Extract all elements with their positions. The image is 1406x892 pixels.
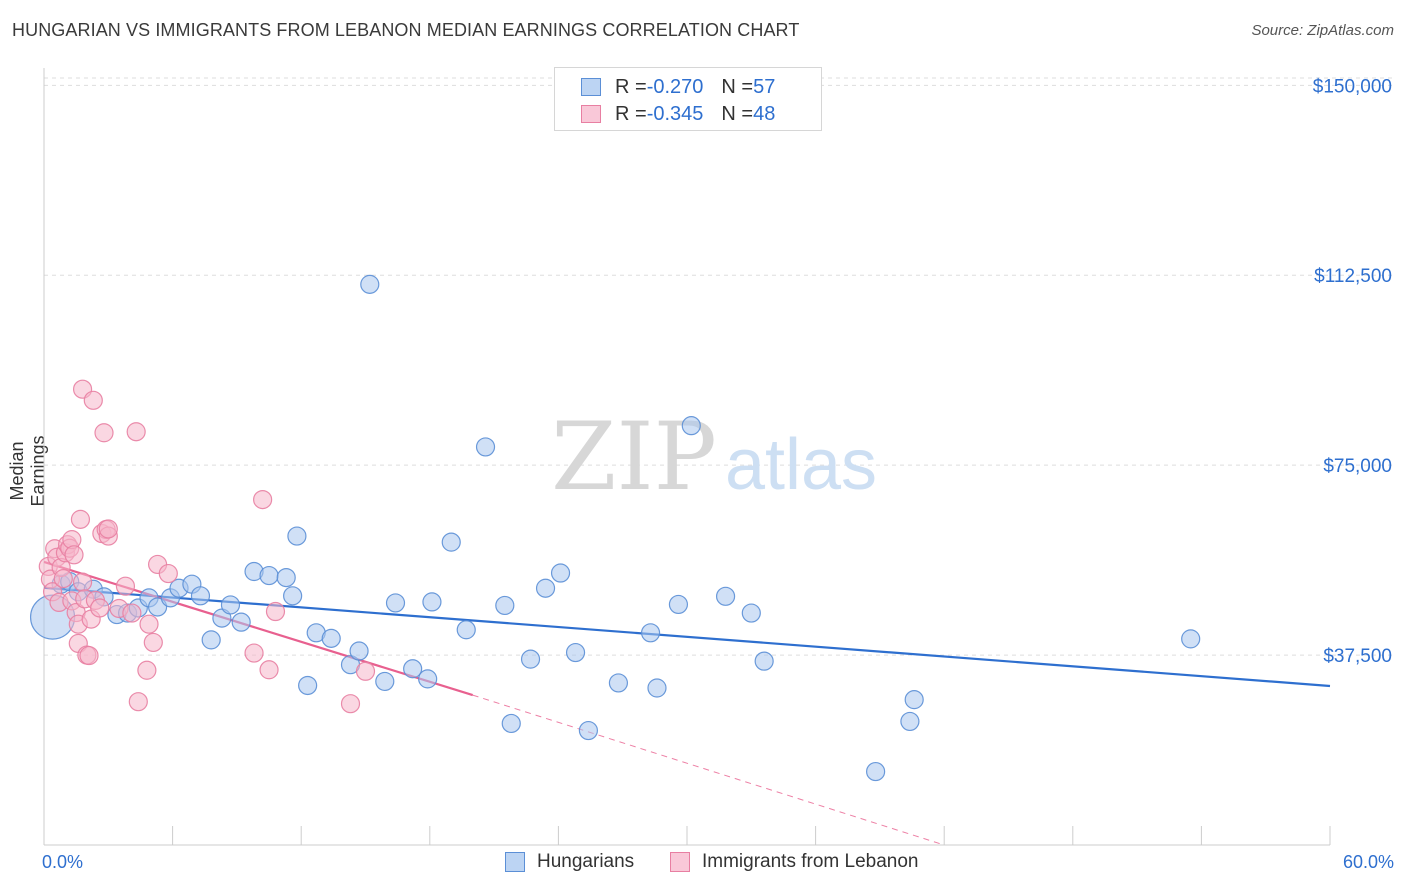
- data-point-lebanon: [253, 490, 273, 510]
- legend-n-label: N =: [721, 75, 754, 98]
- data-point-hungarians: [640, 623, 661, 643]
- legend-item-hungarians: Hungarians: [505, 851, 634, 873]
- data-point-hungarians: [403, 659, 423, 679]
- data-point-hungarians: [441, 532, 461, 552]
- data-point-hungarians: [276, 567, 296, 588]
- legend-n-value: 57: [753, 75, 776, 98]
- data-point-hungarians: [495, 595, 515, 616]
- legend-r-value: -0.270: [646, 75, 704, 98]
- data-point-lebanon: [53, 569, 73, 589]
- data-point-hungarians: [520, 649, 541, 669]
- data-point-lebanon: [94, 423, 114, 443]
- legend-r-label: R =: [615, 75, 647, 98]
- data-point-hungarians: [578, 720, 599, 741]
- y-tick-label: $112,500: [1314, 266, 1392, 287]
- data-point-lebanon: [83, 390, 103, 410]
- data-point-lebanon: [79, 645, 99, 666]
- data-point-hungarians: [1181, 629, 1201, 649]
- data-point-lebanon: [259, 660, 279, 680]
- data-point-lebanon: [126, 422, 146, 442]
- legend-swatch-pink: [581, 105, 601, 123]
- stats-legend: R = -0.270 N = 57 R = -0.345 N = 48: [554, 67, 822, 131]
- legend-swatch-blue: [581, 78, 601, 96]
- data-point-hungarians: [668, 594, 689, 615]
- data-point-lebanon: [64, 545, 84, 565]
- data-point-hungarians: [647, 678, 667, 698]
- legend-r-value: -0.345: [646, 102, 704, 125]
- data-point-hungarians: [608, 673, 629, 693]
- data-point-hungarians: [475, 437, 496, 457]
- data-point-lebanon: [139, 614, 159, 634]
- series-legend: Hungarians Immigrants from Lebanon: [0, 851, 1406, 879]
- data-point-hungarians: [550, 563, 571, 583]
- chart-title: HUNGARIAN VS IMMIGRANTS FROM LEBANON MED…: [12, 20, 800, 40]
- data-point-hungarians: [741, 603, 761, 623]
- data-point-lebanon: [143, 632, 163, 653]
- watermark: ZIP atlas: [551, 403, 877, 512]
- data-point-hungarians: [565, 642, 586, 663]
- data-point-hungarians: [321, 628, 341, 648]
- data-point-lebanon: [98, 519, 118, 539]
- legend-label-lebanon: Immigrants from Lebanon: [702, 851, 919, 872]
- legend-row-lebanon: R = -0.345 N = 48: [555, 100, 775, 128]
- source-label: Source: ZipAtlas.com: [1251, 22, 1394, 39]
- data-point-hungarians: [754, 651, 774, 671]
- watermark-atlas: atlas: [725, 425, 877, 505]
- data-point-hungarians: [715, 586, 736, 606]
- data-point-hungarians: [535, 578, 556, 598]
- x-tick-max: 60.0%: [1342, 852, 1394, 872]
- data-point-hungarians: [904, 690, 924, 710]
- data-point-hungarians: [349, 641, 369, 661]
- data-point-hungarians: [456, 620, 476, 640]
- legend-row-hungarians: R = -0.270 N = 57: [555, 73, 775, 101]
- data-point-lebanon: [355, 661, 376, 681]
- legend-item-lebanon: Immigrants from Lebanon: [670, 851, 919, 873]
- y-tick-label: $37,500: [1323, 646, 1392, 667]
- data-point-hungarians: [681, 416, 701, 436]
- data-point-hungarians: [259, 565, 279, 586]
- legend-swatch-lebanon: [670, 852, 690, 872]
- data-point-hungarians: [375, 671, 395, 692]
- data-point-hungarians: [360, 274, 380, 294]
- legend-n-value: 48: [753, 102, 776, 125]
- trendline-hungarians: [43, 586, 1331, 688]
- y-tick-label: $150,000: [1313, 76, 1392, 97]
- legend-r-label: R =: [615, 102, 647, 125]
- data-point-lebanon: [90, 598, 110, 618]
- data-point-hungarians: [298, 675, 318, 696]
- data-point-lebanon: [122, 603, 142, 623]
- data-point-hungarians: [501, 713, 521, 734]
- data-point-lebanon: [340, 694, 361, 714]
- data-point-lebanon: [137, 660, 157, 680]
- data-point-lebanon: [70, 509, 91, 529]
- trendline-lebanon: [43, 560, 473, 697]
- data-point-hungarians: [866, 761, 886, 782]
- legend-swatch-hungarians: [505, 852, 525, 872]
- data-point-hungarians: [201, 630, 221, 650]
- x-tick-min: 0.0%: [42, 852, 84, 872]
- legend-label-hungarians: Hungarians: [537, 851, 635, 872]
- data-point-hungarians: [422, 592, 442, 612]
- data-point-lebanon: [128, 692, 148, 712]
- legend-n-label: N =: [721, 102, 754, 125]
- y-tick-label: $75,000: [1323, 456, 1392, 477]
- data-point-lebanon: [244, 643, 264, 663]
- data-point-hungarians: [220, 595, 241, 615]
- data-point-lebanon: [265, 601, 286, 622]
- data-point-hungarians: [283, 586, 303, 606]
- data-point-hungarians: [900, 711, 920, 732]
- data-point-hungarians: [385, 593, 406, 613]
- data-point-hungarians: [231, 612, 251, 632]
- data-point-hungarians: [190, 586, 211, 606]
- trendline-lebanon-extension: [472, 694, 945, 846]
- data-point-lebanon: [115, 576, 136, 596]
- data-point-lebanon: [72, 572, 93, 592]
- data-point-hungarians: [418, 669, 438, 689]
- data-point-hungarians: [287, 526, 307, 546]
- data-point-lebanon: [158, 563, 178, 584]
